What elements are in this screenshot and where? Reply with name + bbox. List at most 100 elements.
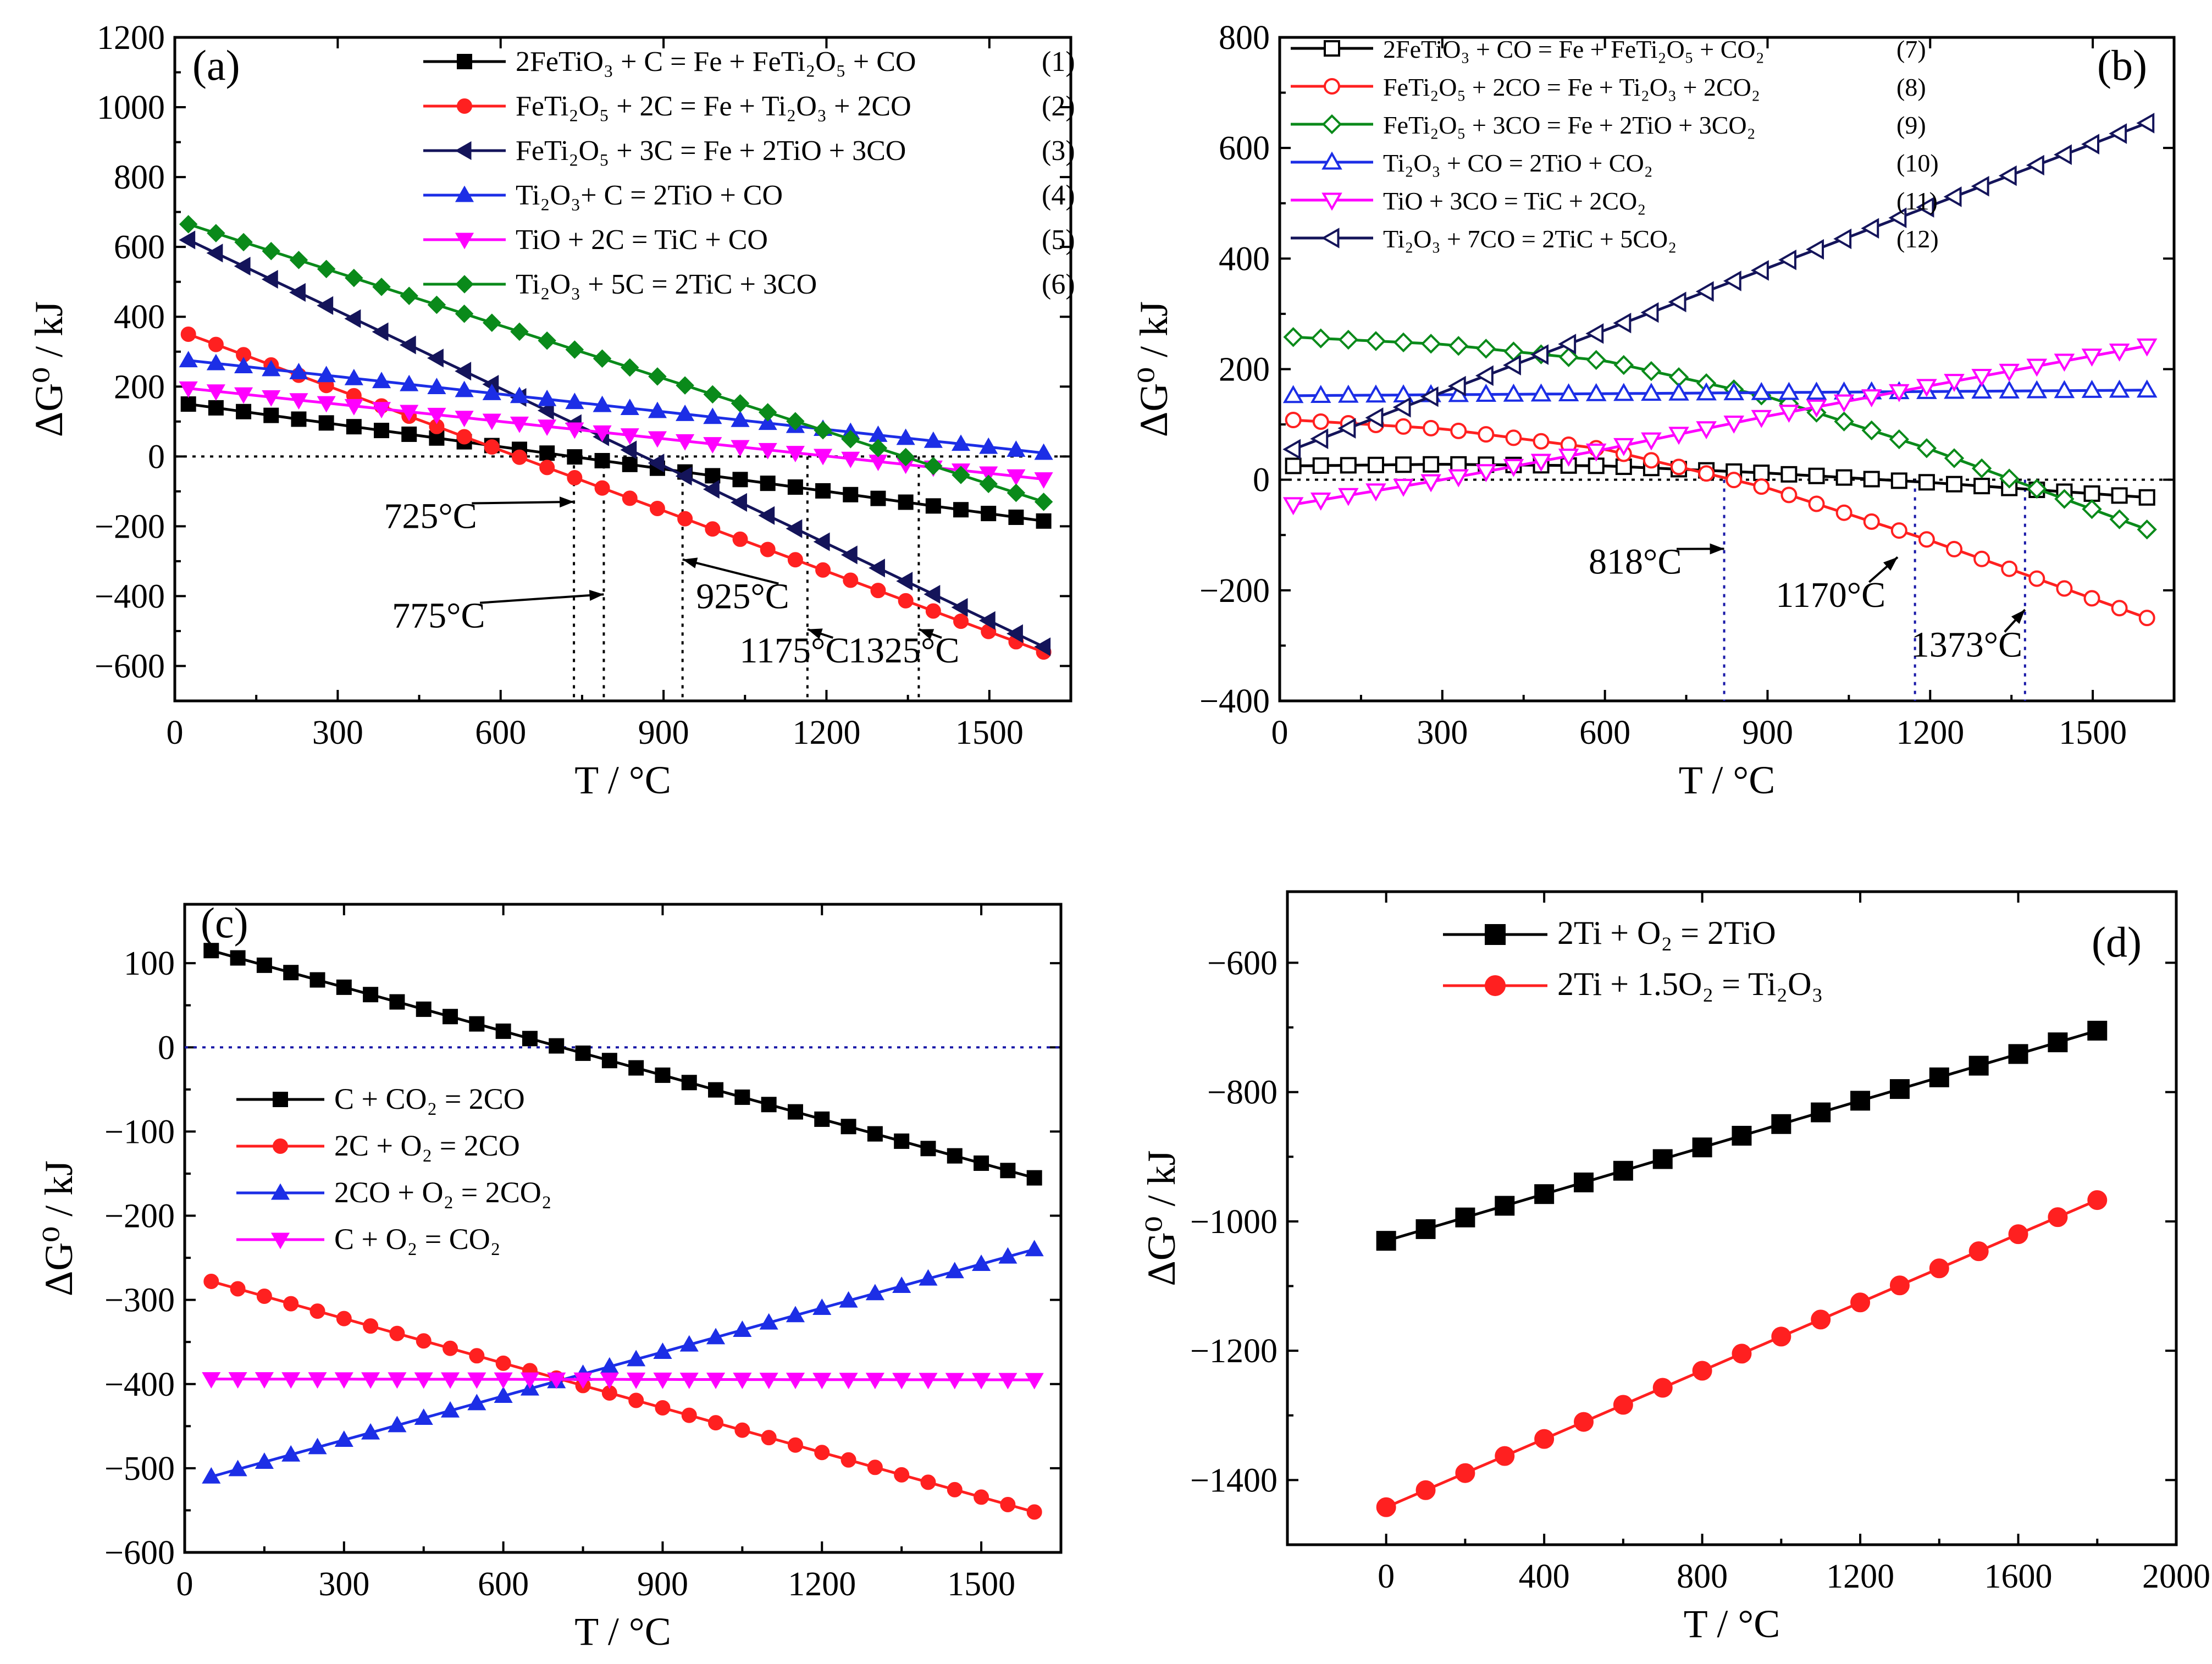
data-point: [2026, 154, 2044, 176]
data-point: [1282, 497, 1304, 516]
x-tick-label-c: 1200: [788, 1566, 856, 1603]
data-point: [427, 378, 446, 394]
data-point: [206, 244, 223, 263]
temperature-annotation-a: 725°C: [384, 496, 477, 537]
data-point: [703, 407, 722, 424]
data-point: [547, 1372, 566, 1389]
data-point: [1447, 375, 1466, 397]
data-point: [1778, 249, 1796, 270]
y-tick-label-a: 1000: [97, 89, 165, 126]
data-point: [1641, 361, 1662, 382]
data-point: [1574, 1172, 1594, 1192]
x-tick-label-b: 900: [1742, 714, 1793, 751]
data-point: [440, 1372, 460, 1389]
data-point: [1392, 396, 1411, 418]
data-point: [705, 468, 721, 484]
data-point: [263, 407, 279, 423]
data-point: [1448, 336, 1469, 356]
data-point: [1558, 383, 1579, 402]
series-line: [211, 1280, 1035, 1513]
data-point: [416, 1333, 432, 1349]
x-tick-label-b: 300: [1417, 714, 1468, 751]
annotation-arrow-a: [472, 496, 574, 508]
data-point: [427, 407, 446, 424]
data-point: [1025, 1240, 1044, 1257]
data-point: [1753, 478, 1770, 495]
data-point: [1889, 1079, 1910, 1099]
data-point: [256, 1289, 272, 1304]
x-tick-label-a: 0: [167, 714, 184, 751]
data-point: [815, 562, 831, 578]
data-point: [1692, 1361, 1712, 1381]
data-point: [2109, 509, 2130, 529]
y-tick-label-c: −200: [104, 1198, 175, 1235]
y-tick-label-c: −400: [104, 1366, 175, 1403]
data-point: [344, 399, 363, 416]
data-point: [1423, 456, 1440, 473]
data-point: [1475, 365, 1494, 386]
data-point: [1282, 439, 1301, 460]
data-point: [1640, 302, 1659, 323]
data-point: [1310, 493, 1331, 511]
y-axis-label-b: ΔG⁰ / kJ: [1132, 301, 1176, 437]
data-point: [2083, 590, 2100, 607]
data-point: [1338, 488, 1359, 506]
data-point: [867, 1460, 883, 1475]
data-point: [1558, 334, 1577, 355]
data-point: [361, 1423, 380, 1440]
data-point: [841, 451, 860, 468]
data-point: [622, 490, 638, 506]
panel-d-chart: 0 400 800 1200 1600 2000 −1400 −1200 −1000 −800 −6…: [1140, 890, 2210, 1646]
data-point: [974, 1155, 989, 1171]
data-point: [1808, 467, 1825, 484]
data-point: [869, 559, 885, 578]
x-tick-label-b: 600: [1579, 714, 1630, 751]
data-point: [1808, 495, 1825, 512]
data-point: [759, 1313, 778, 1330]
panel-label-d: (d): [2092, 918, 2142, 966]
data-point: [898, 494, 914, 510]
panel-c-chart: 0 300 600 900 1200 1500 −600 −500 −400 −300 −200 −1…: [37, 899, 1063, 1654]
data-point: [1034, 637, 1051, 656]
data-point: [1558, 449, 1579, 467]
annotation-arrow-b-head: [1710, 543, 1724, 555]
data-point: [2138, 610, 2155, 627]
data-point: [655, 1067, 671, 1083]
y-tick-label-a: −200: [95, 508, 165, 545]
data-point: [2026, 380, 2048, 399]
data-point: [894, 1133, 910, 1149]
legend-number: (5): [1042, 224, 1075, 256]
data-point: [1671, 458, 1688, 476]
data-point: [1916, 197, 1934, 218]
y-tick-label-c: 100: [124, 945, 175, 982]
x-axis-label-c: T / °C: [574, 1610, 671, 1654]
data-point: [760, 541, 776, 557]
y-axis-label-a: ΔG⁰ / kJ: [27, 301, 71, 437]
legend-label: 2Ti + O₂ = 2TiO: [1557, 915, 1776, 951]
data-point: [1367, 456, 1384, 473]
data-point: [705, 521, 721, 537]
data-point: [1861, 218, 1879, 239]
data-point: [414, 1372, 433, 1389]
data-point: [706, 1373, 726, 1389]
data-point: [1034, 472, 1053, 489]
data-point: [234, 257, 251, 276]
series-line: [1293, 335, 2148, 531]
data-point: [1310, 428, 1329, 449]
data-point: [951, 434, 971, 451]
data-point: [1888, 207, 1907, 228]
data-point: [1376, 1497, 1396, 1517]
y-tick-label-c: −100: [104, 1113, 175, 1151]
legend-label: C + CO₂ = 2CO: [334, 1082, 525, 1115]
legend-marker: [273, 1092, 288, 1107]
data-point: [520, 1372, 540, 1389]
data-point: [363, 987, 379, 1003]
data-point: [703, 479, 720, 499]
data-point: [236, 403, 252, 419]
data-point: [648, 454, 665, 473]
data-point: [2087, 1020, 2108, 1041]
data-point: [495, 1023, 511, 1039]
data-point: [998, 1247, 1017, 1264]
data-point: [869, 439, 888, 457]
data-point: [1850, 1292, 1871, 1313]
